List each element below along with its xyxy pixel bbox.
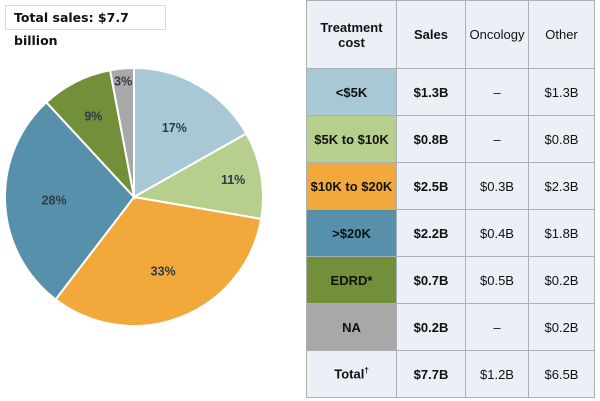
pie-slice (108, 66, 135, 198)
row-other: $0.2B (528, 256, 595, 304)
pie-slice-label: 11% (221, 173, 245, 187)
pie-chart: 17% 11% 33% 28% 9% 3% (4, 66, 264, 327)
header-other: Other (528, 0, 595, 69)
table-row: >$20K $2.2B $0.4B $1.8B (306, 209, 595, 257)
row-sales: $2.2B (396, 209, 466, 257)
row-oncology: – (465, 115, 529, 163)
table-row: <$5K $1.3B – $1.3B (306, 68, 595, 116)
row-category: $10K to $20K (306, 162, 397, 210)
row-sales: $1.3B (396, 68, 466, 116)
row-sales: $0.2B (396, 303, 466, 351)
table-total-row: Total† $7.7B $1.2B $6.5B (306, 350, 595, 398)
row-sales: $0.8B (396, 115, 466, 163)
row-category: >$20K (306, 209, 397, 257)
row-category: EDRD* (306, 256, 397, 304)
table-header-row: Treatment cost Sales Oncology Other (306, 0, 595, 69)
row-category: $5K to $10K (306, 115, 397, 163)
row-oncology: $0.5B (465, 256, 529, 304)
pie-slice-label: 9% (84, 109, 102, 123)
pie-slice (133, 66, 248, 199)
row-sales: $2.5B (396, 162, 466, 210)
total-label: Total† (306, 350, 397, 398)
pie-slice-label: 33% (151, 264, 176, 278)
row-oncology: $0.3B (465, 162, 529, 210)
row-other: $1.3B (528, 68, 595, 116)
total-sales: $7.7B (396, 350, 466, 398)
pie-slice-label: 28% (42, 194, 67, 208)
row-category: NA (306, 303, 397, 351)
pie-slice (131, 132, 264, 221)
table-row: $5K to $10K $0.8B – $0.8B (306, 115, 595, 163)
row-category: <$5K (306, 68, 397, 116)
total-other: $6.5B (528, 350, 595, 398)
pie-slice-label: 3% (114, 74, 132, 88)
row-oncology: – (465, 68, 529, 116)
row-other: $0.2B (528, 303, 595, 351)
total-sales-title: Total sales: $7.7 billion (5, 5, 166, 48)
total-oncology: $1.2B (465, 350, 529, 398)
sales-table: Treatment cost Sales Oncology Other <$5K… (306, 0, 595, 398)
pie-slice (4, 100, 136, 301)
row-oncology: $0.4B (465, 209, 529, 257)
table-row: $10K to $20K $2.5B $0.3B $2.3B (306, 162, 595, 210)
table-row: NA $0.2B – $0.2B (306, 303, 595, 351)
row-other: $1.8B (528, 209, 595, 257)
table-row: EDRD* $0.7B $0.5B $0.2B (306, 256, 595, 304)
header-oncology: Oncology (465, 0, 529, 69)
pie-slice (54, 195, 263, 327)
header-treatment-cost: Treatment cost (306, 0, 397, 69)
row-oncology: – (465, 303, 529, 351)
row-sales: $0.7B (396, 256, 466, 304)
pie-slice-label: 17% (162, 121, 187, 135)
header-sales: Sales (396, 0, 466, 69)
row-other: $0.8B (528, 115, 595, 163)
row-other: $2.3B (528, 162, 595, 210)
